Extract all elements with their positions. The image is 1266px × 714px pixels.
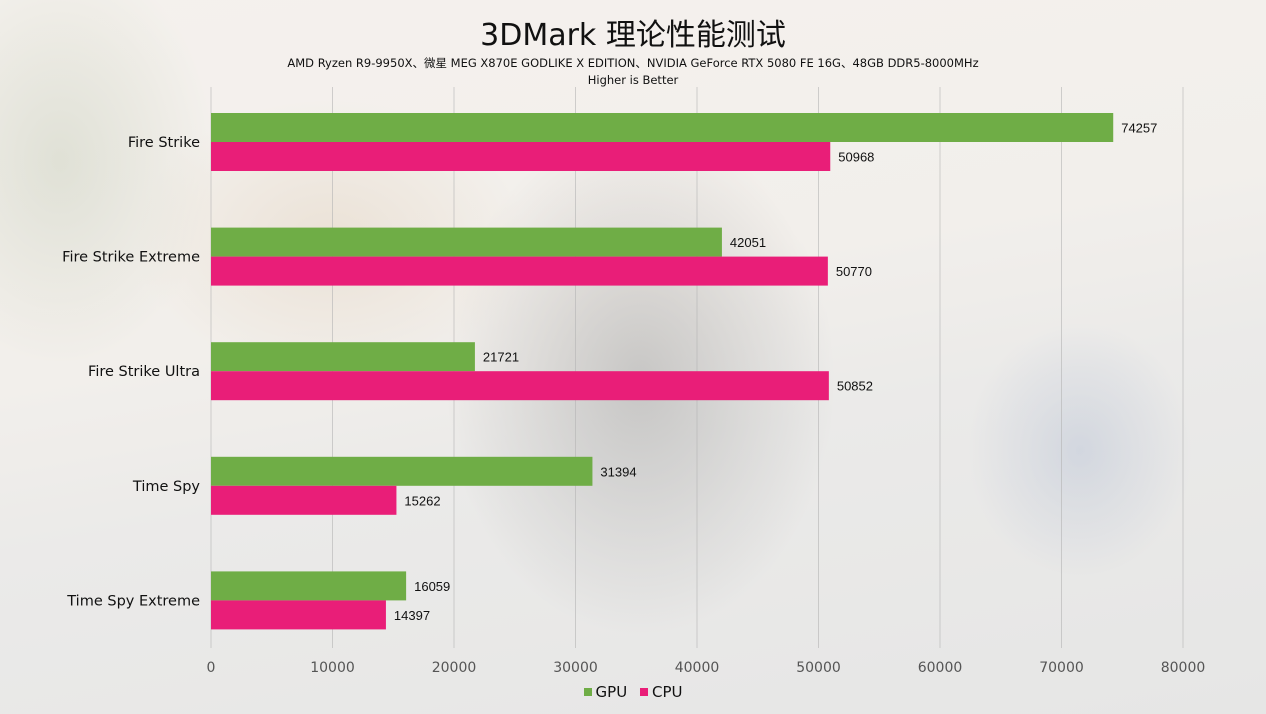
chart-title: 3DMark 理论性能测试	[480, 18, 786, 53]
x-tick-label: 50000	[796, 660, 841, 676]
x-tick-label: 40000	[675, 660, 720, 676]
legend-item-cpu: CPU	[639, 683, 683, 701]
data-label-cpu: 14397	[394, 608, 430, 623]
category-label: Fire Strike Ultra	[88, 364, 200, 380]
category-label: Fire Strike	[128, 135, 200, 151]
x-tick-label: 70000	[1039, 660, 1084, 676]
category-label: Time Spy Extreme	[66, 593, 200, 609]
x-tick-label: 20000	[432, 660, 477, 676]
x-tick-label: 30000	[553, 660, 598, 676]
x-tick-label: 10000	[310, 660, 355, 676]
legend-item-gpu: GPU	[583, 683, 628, 701]
bar-cpu	[211, 256, 828, 286]
bar-cpu	[211, 600, 386, 630]
data-label-cpu: 50968	[838, 150, 874, 165]
bar-cpu	[211, 485, 397, 515]
data-label-cpu: 50852	[837, 379, 873, 394]
data-label-gpu: 21721	[483, 350, 519, 365]
data-label-gpu: 16059	[414, 579, 450, 594]
x-tick-label: 0	[207, 660, 216, 676]
bar-gpu	[211, 456, 593, 486]
bar-cpu	[211, 371, 829, 401]
category-label: Time Spy	[132, 479, 201, 495]
category-label: Fire Strike Extreme	[62, 250, 200, 266]
legend-swatch-gpu	[583, 688, 592, 696]
bar-gpu	[211, 113, 1114, 142]
data-label-cpu: 50770	[836, 264, 872, 279]
data-label-gpu: 74257	[1121, 121, 1157, 136]
chart-note: Higher is Better	[587, 73, 679, 87]
chart-subtitle: AMD Ryzen R9-9950X、微星 MEG X870E GODLIKE …	[287, 56, 979, 70]
bar-gpu	[211, 571, 407, 601]
data-label-gpu: 31394	[600, 464, 636, 479]
legend: GPU CPU	[0, 682, 1266, 701]
data-label-gpu: 42051	[730, 235, 766, 250]
legend-swatch-cpu	[639, 688, 648, 696]
x-tick-label: 60000	[918, 660, 963, 676]
legend-label-cpu: CPU	[651, 683, 683, 701]
x-tick-label: 80000	[1161, 660, 1206, 676]
bar-gpu	[211, 342, 475, 372]
data-label-cpu: 15262	[404, 493, 440, 508]
bar-cpu	[211, 142, 831, 171]
bar-gpu	[211, 227, 722, 257]
legend-label-gpu: GPU	[595, 683, 628, 701]
